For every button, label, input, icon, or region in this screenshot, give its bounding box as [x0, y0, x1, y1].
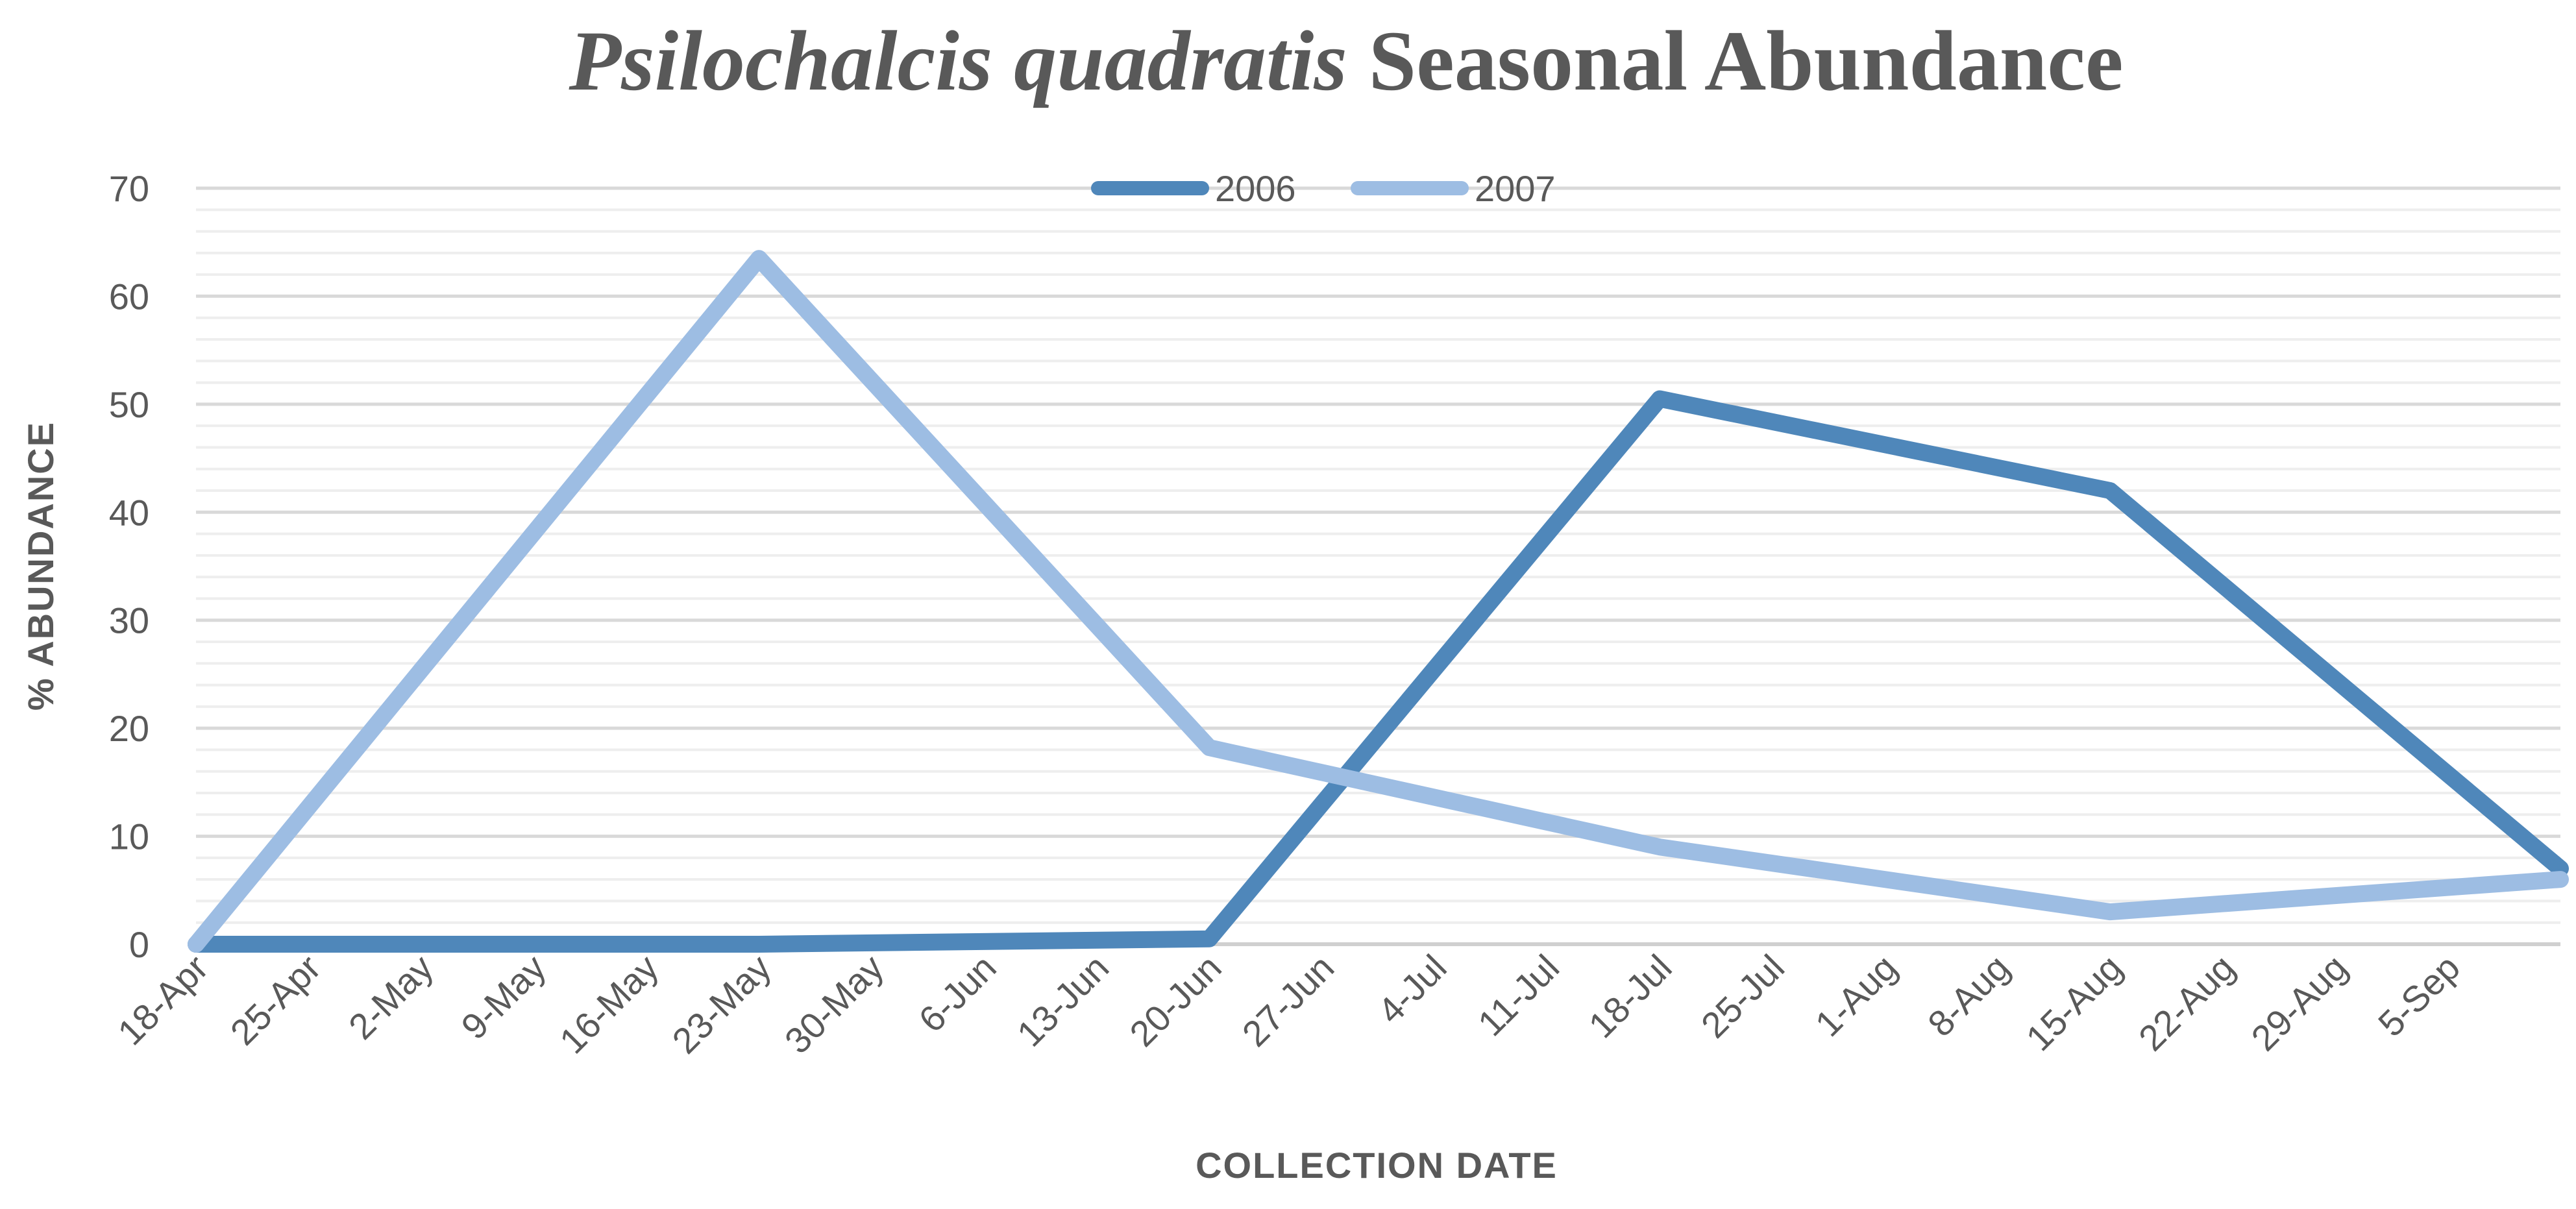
x-tick-label: 22-Aug: [2131, 947, 2242, 1058]
y-tick-label: 10: [109, 816, 149, 857]
x-tick-label: 23-May: [664, 947, 779, 1062]
y-tick-label: 50: [109, 384, 149, 425]
x-tick-label: 27-Jun: [1234, 947, 1342, 1055]
x-tick-label: 5-Sep: [2370, 947, 2468, 1044]
x-tick-label: 25-Apr: [223, 947, 328, 1053]
y-tick-label: 40: [109, 492, 149, 533]
y-axis-title: % ABUNDANCE: [20, 421, 61, 711]
x-tick-label: 15-Aug: [2018, 947, 2129, 1058]
legend-label-2006: 2006: [1215, 168, 1296, 209]
x-tick-label: 30-May: [777, 947, 892, 1062]
y-tick-label: 30: [109, 600, 149, 641]
x-tick-label: 29-Aug: [2243, 947, 2355, 1058]
series-lines: [188, 250, 2569, 953]
x-tick-label: 1-Aug: [1807, 947, 1904, 1044]
x-tick-label: 9-May: [453, 947, 554, 1047]
x-tick-label: 20-Jun: [1122, 947, 1229, 1055]
x-tick-label: 13-Jun: [1009, 947, 1117, 1055]
y-tick-label: 70: [109, 168, 149, 209]
x-tick-label: 2-May: [341, 947, 441, 1047]
series-line-2006: [188, 390, 2569, 953]
chart-title-italic: Psilochalcis quadratis: [569, 13, 1347, 108]
legend: 2006 2007: [1091, 168, 1556, 209]
series-line-2007: [188, 250, 2569, 953]
chart-title: Psilochalcis quadratis Seasonal Abundanc…: [569, 13, 2124, 108]
y-tick-label: 60: [109, 276, 149, 317]
x-tick-label: 4-Jul: [1369, 947, 1454, 1031]
chart-title-regular: Seasonal Abundance: [1347, 13, 2124, 108]
x-tick-label: 18-Jul: [1580, 947, 1679, 1045]
x-tick-label: 16-May: [552, 947, 667, 1062]
legend-label-2007: 2007: [1475, 168, 1556, 209]
x-tick-label: 6-Jun: [911, 947, 1004, 1040]
y-tick-label: 0: [129, 924, 149, 965]
x-axis-title: COLLECTION DATE: [1196, 1145, 1558, 1186]
x-tick-label: 25-Jul: [1693, 947, 1792, 1045]
x-tick-label: 11-Jul: [1470, 947, 1567, 1044]
y-tick-label: 20: [109, 708, 149, 749]
x-tick-label: 18-Apr: [110, 947, 215, 1053]
x-tick-label: 8-Aug: [1920, 947, 2017, 1044]
